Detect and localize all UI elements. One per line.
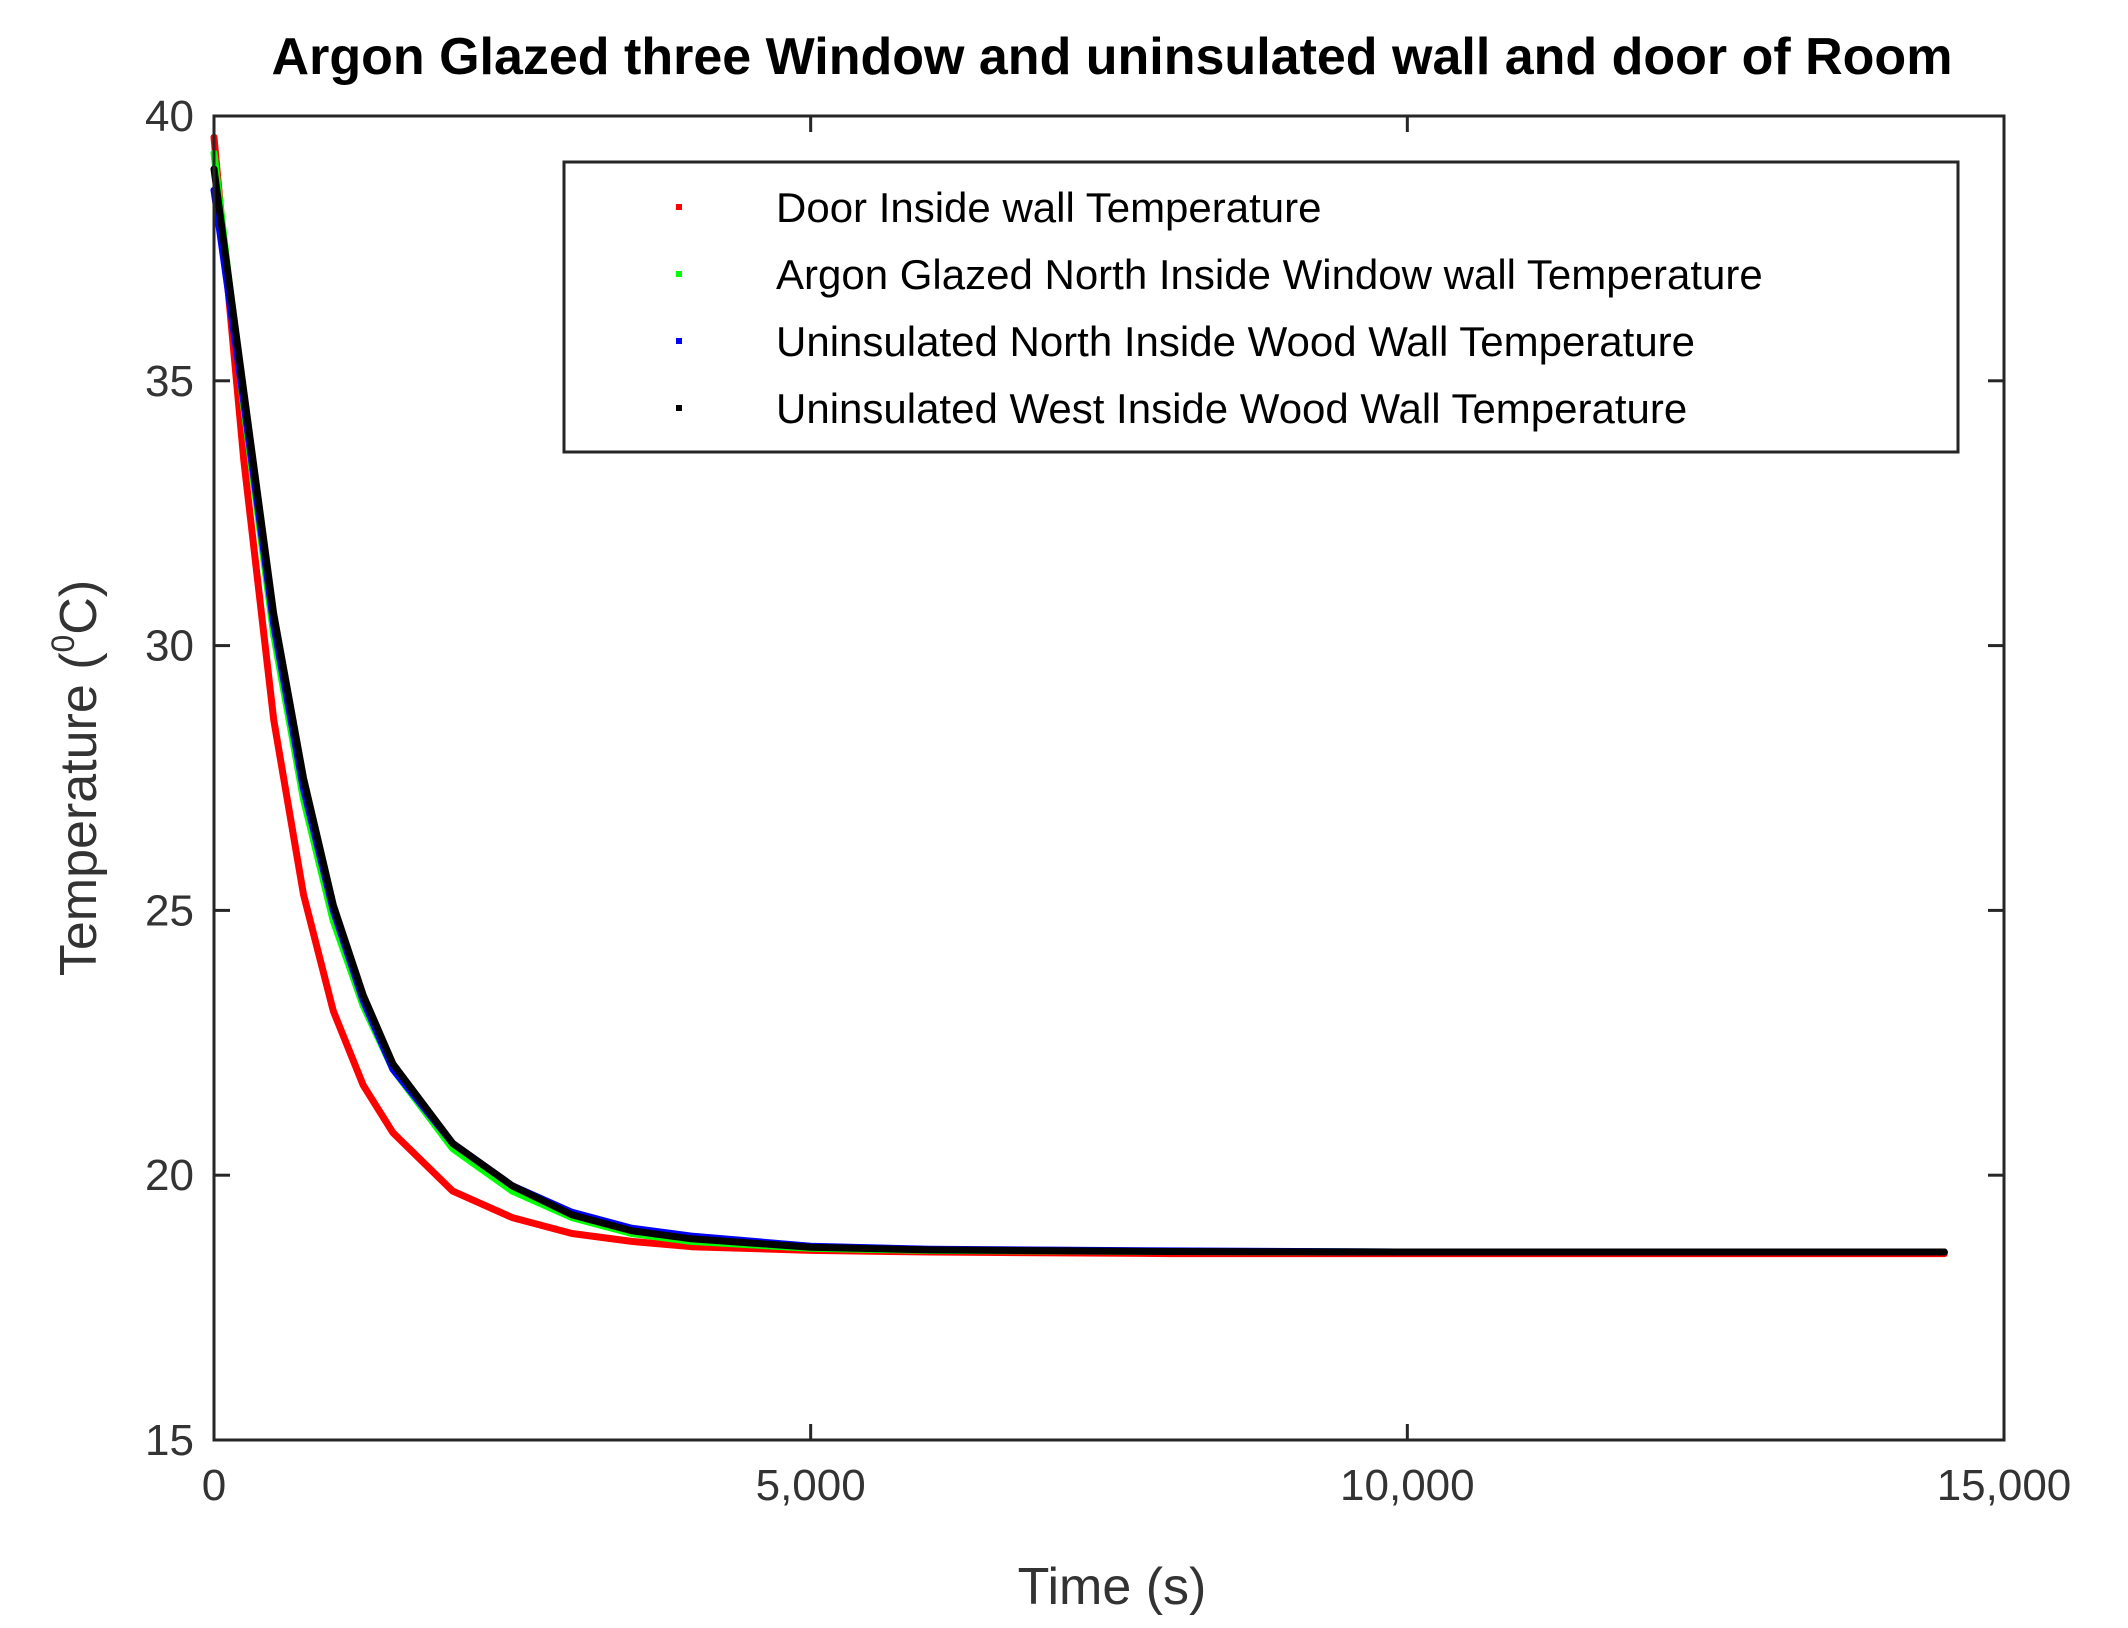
x-tick-label-1: 0 bbox=[202, 1461, 226, 1510]
axes-box bbox=[212, 114, 2006, 1442]
legend-entry-3: Uninsulated North Inside Wood Wall Tempe… bbox=[676, 318, 1695, 365]
legend-box bbox=[562, 160, 1960, 454]
legend-marker-4 bbox=[676, 405, 682, 411]
x-axis-label: Time (s) bbox=[1018, 1558, 1207, 1616]
legend-marker-3 bbox=[676, 338, 682, 344]
legend-entry-4: Uninsulated West Inside Wood Wall Temper… bbox=[676, 385, 1687, 432]
y-axis-label-group: Temperature (0C) bbox=[45, 580, 108, 976]
y-tick-label-4: 30 bbox=[145, 622, 194, 671]
legend-label-4: Uninsulated West Inside Wood Wall Temper… bbox=[776, 385, 1687, 432]
legend-label-2: Argon Glazed North Inside Window wall Te… bbox=[776, 251, 1763, 298]
y-tick-label-5: 35 bbox=[145, 357, 194, 406]
x-tick-label-2: 5,000 bbox=[756, 1461, 866, 1510]
x-tick-label-4: 15,000 bbox=[1937, 1461, 2072, 1510]
legend-label-3: Uninsulated North Inside Wood Wall Tempe… bbox=[776, 318, 1695, 365]
series-line-4 bbox=[210, 165, 1948, 1256]
legend-label-1: Door Inside wall Temperature bbox=[776, 184, 1322, 231]
y-axis-label-main: Temperature ( bbox=[50, 652, 108, 976]
y-axis-label-superscript: 0 bbox=[45, 635, 81, 653]
chart-title: Argon Glazed three Window and uninsulate… bbox=[272, 28, 1953, 86]
legend-marker-2 bbox=[676, 271, 682, 277]
y-axis-label-unit: C) bbox=[50, 580, 108, 635]
legend: Door Inside wall Temperature Argon Glaze… bbox=[562, 160, 1960, 454]
y-tick-label-2: 20 bbox=[145, 1151, 194, 1200]
x-tick-label-3: 10,000 bbox=[1340, 1461, 1475, 1510]
legend-entry-1: Door Inside wall Temperature bbox=[676, 184, 1322, 231]
tick-marks bbox=[212, 114, 2006, 1442]
legend-entry-2: Argon Glazed North Inside Window wall Te… bbox=[676, 251, 1763, 298]
y-tick-labels: 15 20 25 30 35 40 bbox=[145, 92, 194, 1465]
y-tick-label-6: 40 bbox=[145, 92, 194, 141]
x-tick-labels: 0 5,000 10,000 15,000 bbox=[202, 1461, 2072, 1510]
y-tick-label-1: 15 bbox=[145, 1416, 194, 1465]
y-axis-label: Temperature (0C) bbox=[45, 580, 108, 976]
y-tick-label-3: 25 bbox=[145, 886, 194, 935]
series-group bbox=[210, 133, 1948, 1258]
legend-marker-1 bbox=[676, 204, 682, 210]
